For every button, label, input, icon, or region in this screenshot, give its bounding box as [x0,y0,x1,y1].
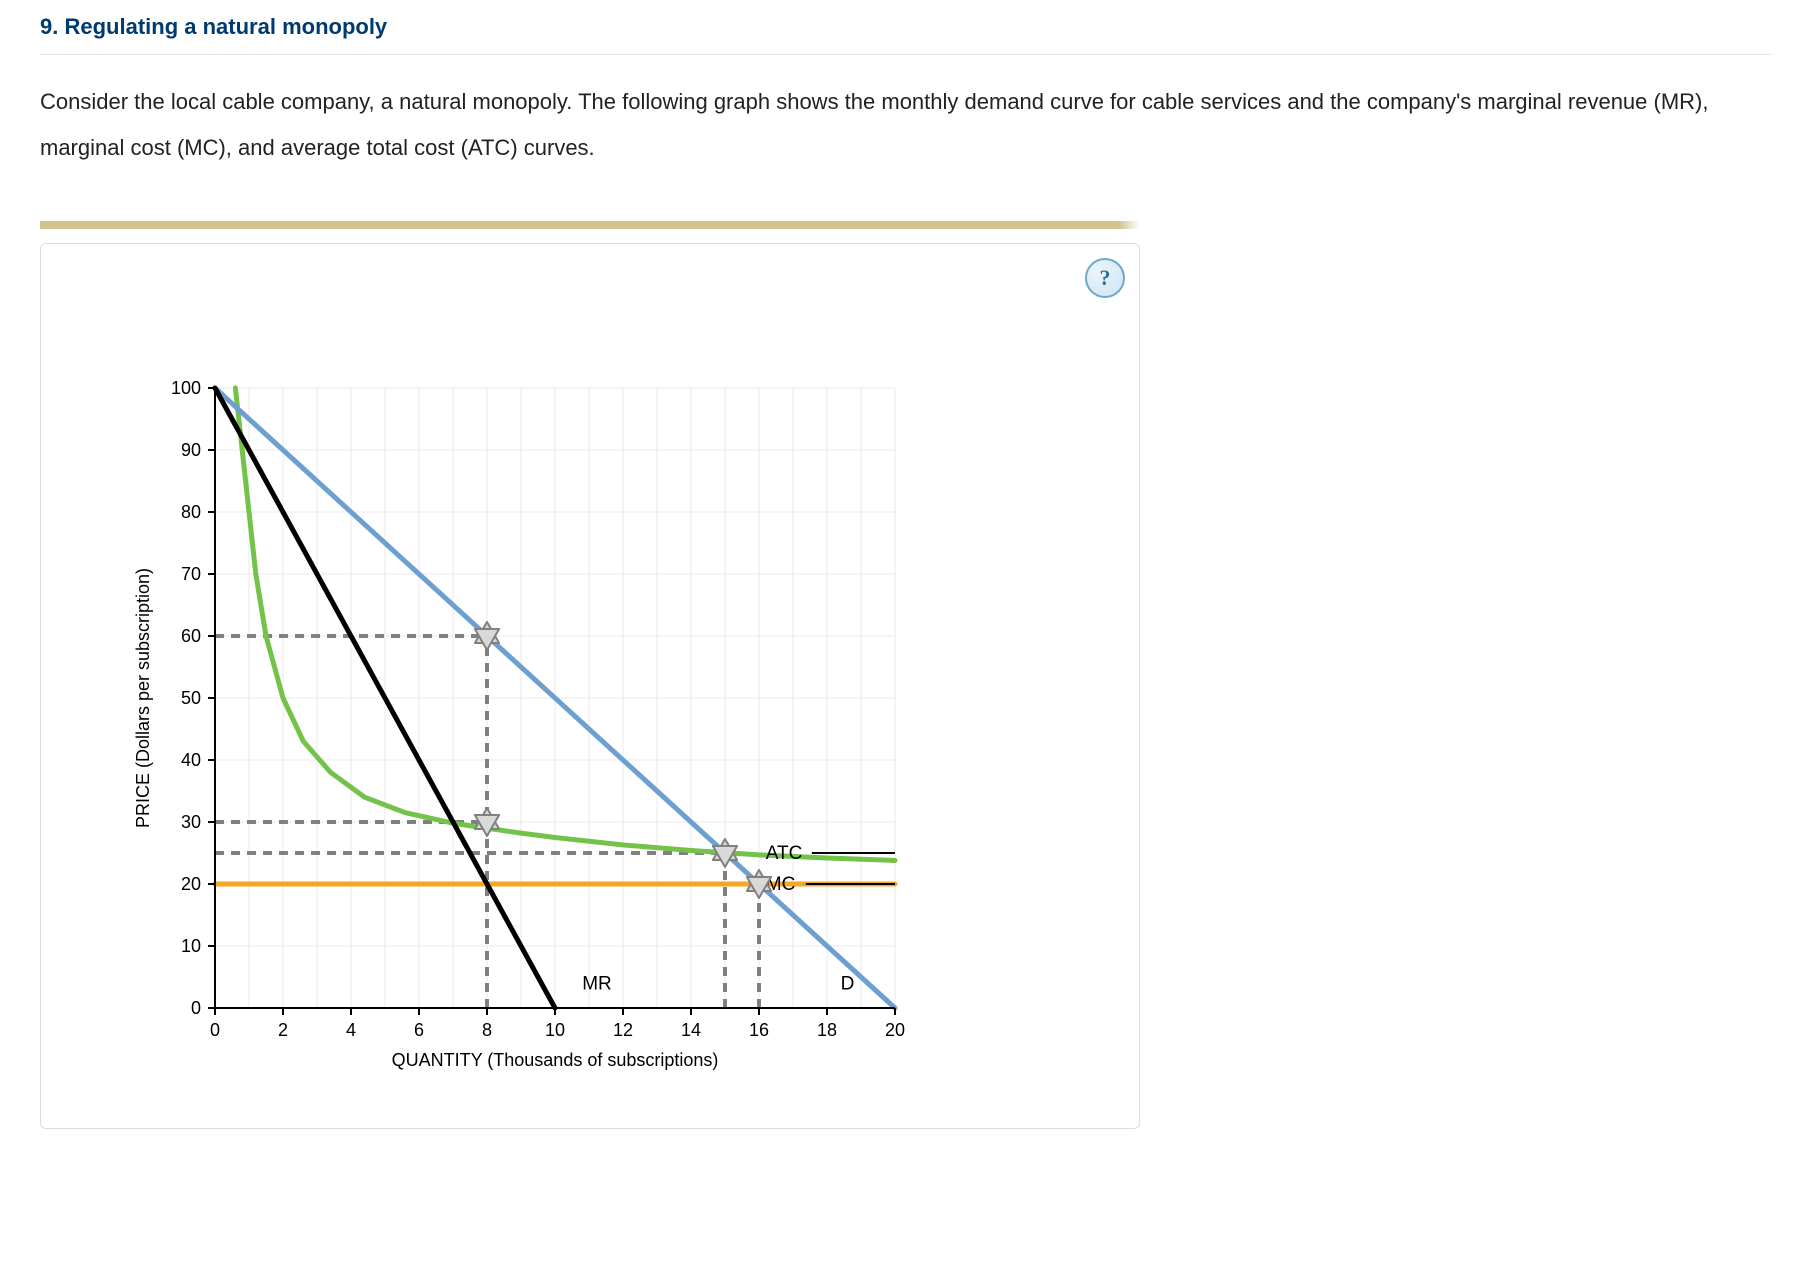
svg-text:16: 16 [749,1020,769,1040]
svg-text:12: 12 [613,1020,633,1040]
svg-text:100: 100 [171,378,201,398]
question-body: Consider the local cable company, a natu… [40,79,1773,171]
svg-text:8: 8 [482,1020,492,1040]
svg-text:D: D [841,974,855,995]
svg-text:MR: MR [582,974,612,995]
svg-text:PRICE (Dollars per subscriptio: PRICE (Dollars per subscription) [133,568,153,828]
svg-text:0: 0 [191,998,201,1018]
svg-text:4: 4 [346,1020,356,1040]
svg-text:20: 20 [181,874,201,894]
chart-svg[interactable]: 0 2 4 6 8 10 12 14 16 18 20 0 10 20 30 40 50 60 70 80 90 100 Q… [115,378,1065,1088]
svg-text:30: 30 [181,812,201,832]
chart-panel: ? 0 2 4 6 8 10 12 14 16 18 20 0 10 20 30 40 50 60 70 80 90 10… [40,243,1140,1129]
svg-text:40: 40 [181,750,201,770]
gold-divider [40,221,1140,229]
svg-text:70: 70 [181,564,201,584]
svg-text:80: 80 [181,502,201,522]
svg-text:50: 50 [181,688,201,708]
question-title: 9. Regulating a natural monopoly [40,10,1773,55]
svg-text:60: 60 [181,626,201,646]
svg-text:18: 18 [817,1020,837,1040]
svg-text:6: 6 [414,1020,424,1040]
svg-text:QUANTITY (Thousands of subscri: QUANTITY (Thousands of subscriptions) [392,1050,719,1070]
svg-text:90: 90 [181,440,201,460]
svg-text:ATC: ATC [766,843,803,864]
svg-text:20: 20 [885,1020,905,1040]
svg-text:2: 2 [278,1020,288,1040]
help-icon: ? [1100,265,1111,291]
svg-text:10: 10 [545,1020,565,1040]
help-button[interactable]: ? [1085,258,1125,298]
question-number: 9. [40,14,58,39]
question-title-text: Regulating a natural monopoly [64,14,387,39]
chart: 0 2 4 6 8 10 12 14 16 18 20 0 10 20 30 40 50 60 70 80 90 100 Q… [115,378,1125,1088]
svg-text:14: 14 [681,1020,701,1040]
svg-text:10: 10 [181,936,201,956]
svg-text:0: 0 [210,1020,220,1040]
